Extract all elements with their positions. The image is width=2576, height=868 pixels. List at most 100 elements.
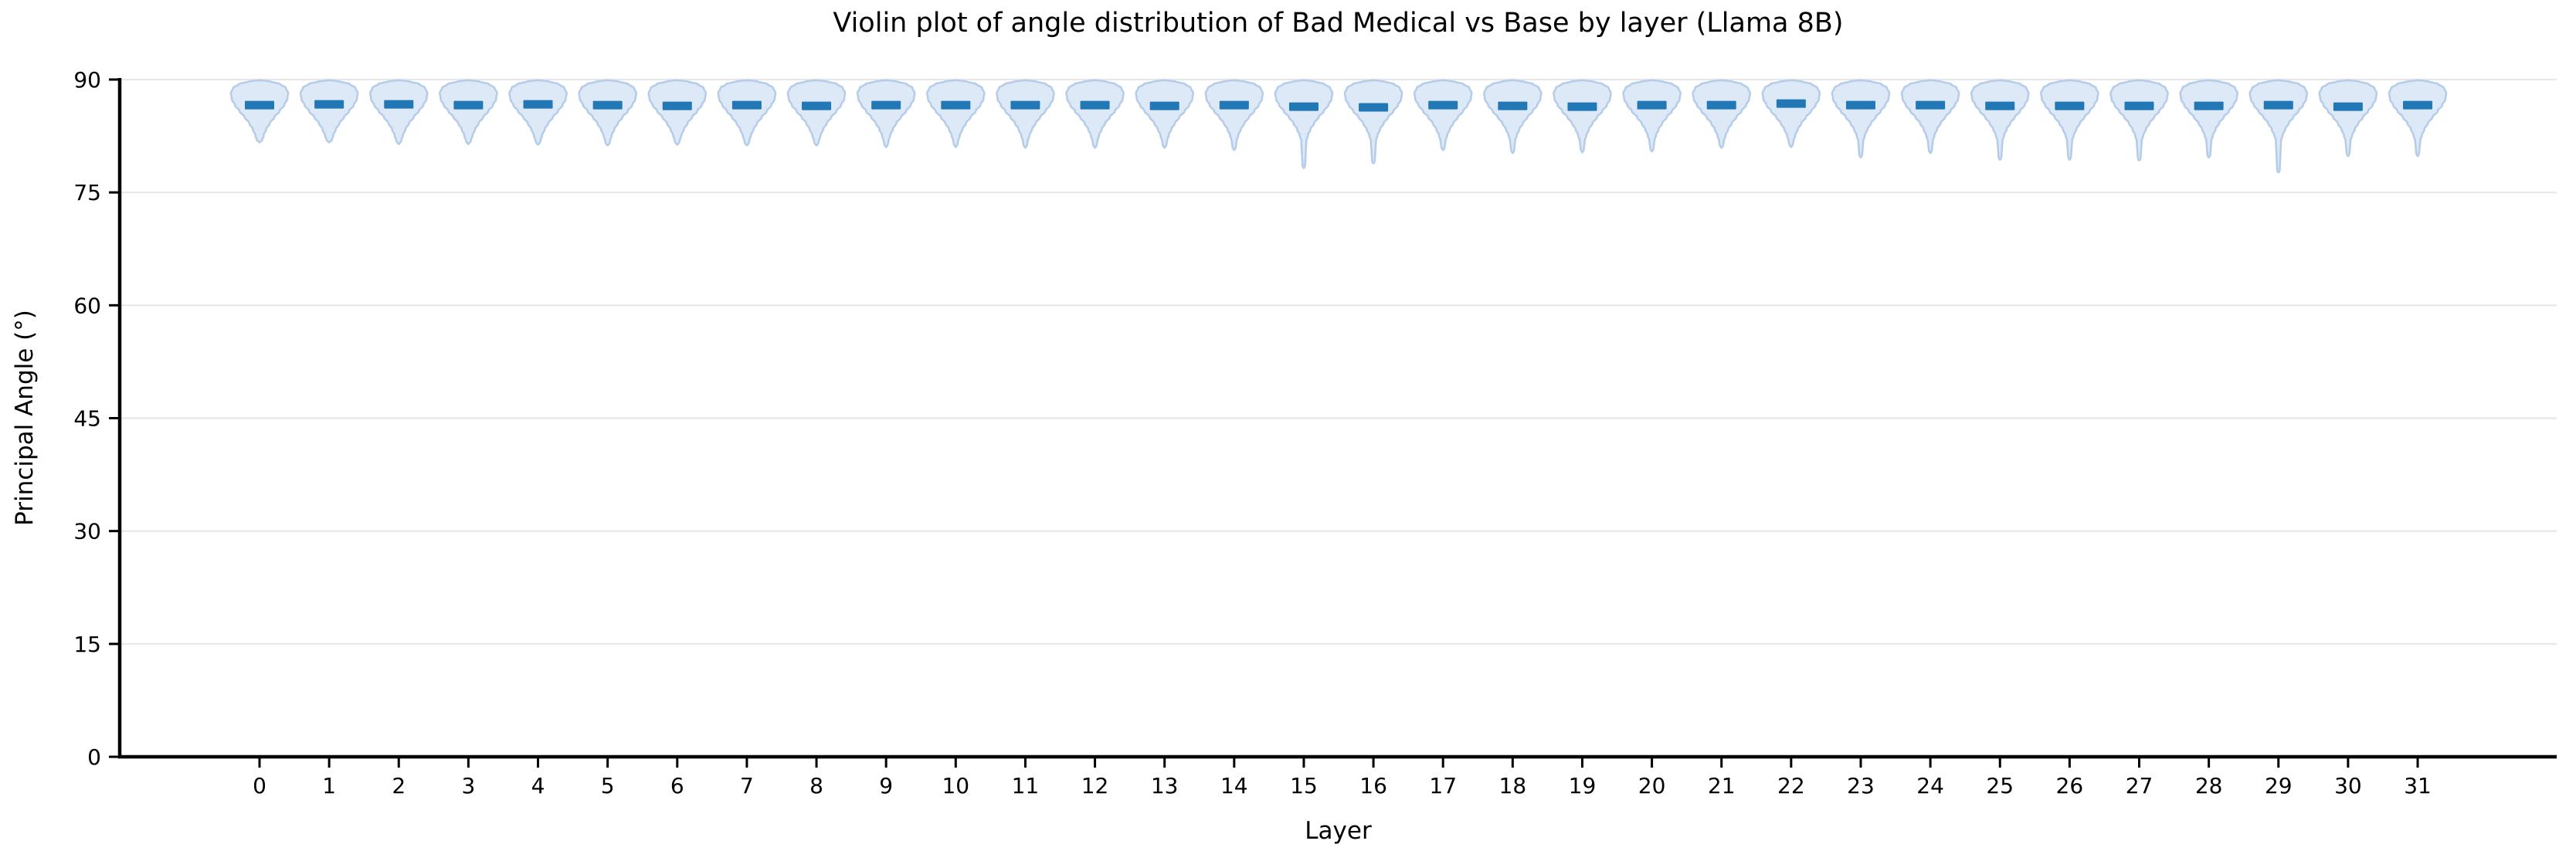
x-tick-label-22: 22 xyxy=(1777,773,1805,798)
violin-layer-20 xyxy=(1622,79,1682,153)
x-tick-label-25: 25 xyxy=(1986,773,2014,798)
y-tick-label-45: 45 xyxy=(73,406,101,432)
violin-layer-6 xyxy=(647,79,708,146)
y-tick-label-15: 15 xyxy=(73,632,101,657)
violin-layer-19 xyxy=(1553,79,1612,154)
median-bar-layer-12 xyxy=(1080,100,1110,110)
violin-layer-21 xyxy=(1692,79,1752,149)
x-tick-label-16: 16 xyxy=(1359,773,1387,798)
x-tick-label-18: 18 xyxy=(1499,773,1527,798)
x-tick-label-1: 1 xyxy=(322,773,336,798)
x-tick-label-30: 30 xyxy=(2334,773,2362,798)
violin-layer-22 xyxy=(1761,79,1821,148)
x-tick-label-26: 26 xyxy=(2056,773,2084,798)
violin-layer-31 xyxy=(2388,79,2448,158)
median-bar-layer-28 xyxy=(2194,101,2224,110)
violin-layer-13 xyxy=(1135,79,1194,149)
violin-layer-24 xyxy=(1900,79,1960,154)
median-bar-layer-20 xyxy=(1637,100,1667,110)
violin-layer-14 xyxy=(1204,79,1264,151)
x-tick-label-27: 27 xyxy=(2126,773,2153,798)
median-bar-layer-18 xyxy=(1498,101,1528,110)
violin-layer-23 xyxy=(1831,79,1891,159)
x-tick-label-19: 19 xyxy=(1569,773,1597,798)
violin-layer-18 xyxy=(1483,79,1543,154)
x-tick-label-8: 8 xyxy=(809,773,823,798)
violin-layer-10 xyxy=(926,79,986,148)
y-tick-label-75: 75 xyxy=(73,180,101,205)
median-bar-layer-5 xyxy=(592,100,623,110)
median-bar-layer-4 xyxy=(523,100,553,109)
violin-layer-27 xyxy=(2109,79,2169,161)
median-bar-layer-29 xyxy=(2263,100,2293,110)
x-tick-label-31: 31 xyxy=(2404,773,2432,798)
median-bar-layer-30 xyxy=(2333,102,2363,111)
violin-layer-12 xyxy=(1065,79,1125,149)
x-tick-label-29: 29 xyxy=(2265,773,2293,798)
median-bar-layer-3 xyxy=(453,100,484,110)
median-bar-layer-15 xyxy=(1288,102,1319,111)
median-bar-layer-8 xyxy=(802,101,832,110)
x-tick-label-23: 23 xyxy=(1847,773,1875,798)
violin-layer-4 xyxy=(508,79,568,146)
x-tick-label-5: 5 xyxy=(601,773,615,798)
violin-layer-25 xyxy=(1970,79,2030,161)
median-bar-layer-25 xyxy=(1985,101,2015,110)
x-tick-label-17: 17 xyxy=(1429,773,1457,798)
median-bar-layer-27 xyxy=(2124,101,2154,110)
median-bar-layer-2 xyxy=(384,100,414,109)
x-tick-label-14: 14 xyxy=(1220,773,1248,798)
median-bar-layer-9 xyxy=(871,100,901,110)
x-tick-label-20: 20 xyxy=(1638,773,1666,798)
median-bar-layer-10 xyxy=(941,100,971,110)
violin-layer-17 xyxy=(1413,79,1473,151)
x-tick-label-4: 4 xyxy=(531,773,545,798)
y-tick-label-60: 60 xyxy=(73,293,101,318)
violin-layer-0 xyxy=(229,79,290,144)
x-tick-label-13: 13 xyxy=(1151,773,1179,798)
median-bar-layer-24 xyxy=(1916,100,1946,110)
median-bar-layer-7 xyxy=(731,100,762,110)
x-tick-label-11: 11 xyxy=(1012,773,1040,798)
median-bar-layer-31 xyxy=(2403,100,2433,110)
violin-layer-11 xyxy=(996,79,1055,149)
y-tick-label-90: 90 xyxy=(73,67,101,93)
x-tick-label-12: 12 xyxy=(1081,773,1109,798)
median-bar-layer-16 xyxy=(1359,103,1389,112)
x-tick-label-10: 10 xyxy=(942,773,969,798)
median-bar-layer-21 xyxy=(1706,100,1736,110)
x-tick-label-28: 28 xyxy=(2195,773,2223,798)
x-tick-label-2: 2 xyxy=(392,773,406,798)
median-bar-layer-0 xyxy=(245,100,274,110)
median-bar-layer-1 xyxy=(314,100,344,109)
violin-layer-16 xyxy=(1343,79,1403,164)
violin-layer-1 xyxy=(299,79,359,144)
violin-layer-9 xyxy=(856,79,916,148)
violin-layer-7 xyxy=(717,79,777,147)
median-bar-layer-11 xyxy=(1010,100,1040,110)
violin-layer-30 xyxy=(2318,79,2378,158)
x-tick-label-21: 21 xyxy=(1708,773,1736,798)
y-tick-label-0: 0 xyxy=(87,744,101,770)
violin-layer-5 xyxy=(578,79,637,147)
median-bar-layer-14 xyxy=(1219,100,1249,110)
x-tick-label-24: 24 xyxy=(1916,773,1944,798)
violin-layer-26 xyxy=(2040,79,2099,161)
violin-layer-3 xyxy=(439,79,498,145)
median-bar-layer-6 xyxy=(662,101,692,110)
y-tick-label-30: 30 xyxy=(73,519,101,544)
x-tick-label-15: 15 xyxy=(1290,773,1318,798)
median-bar-layer-26 xyxy=(2055,101,2085,110)
violin-layer-2 xyxy=(368,79,429,145)
x-tick-label-9: 9 xyxy=(879,773,893,798)
violin-layer-29 xyxy=(2248,79,2309,174)
median-bar-layer-23 xyxy=(1845,100,1875,110)
median-bar-layer-19 xyxy=(1567,102,1597,111)
violin-layer-28 xyxy=(2179,79,2238,159)
violin-layer-8 xyxy=(786,79,847,147)
median-bar-layer-17 xyxy=(1428,100,1458,110)
x-tick-label-7: 7 xyxy=(740,773,754,798)
median-bar-layer-22 xyxy=(1776,99,1806,108)
